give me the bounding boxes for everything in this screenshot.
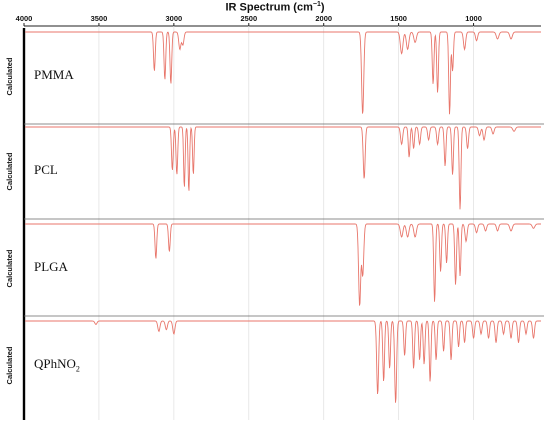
- panel-label: QPhNO2: [34, 356, 80, 374]
- x-tick-label: 1500: [390, 14, 407, 23]
- x-tick-label: 2000: [315, 14, 332, 23]
- panel-label-text: PMMA: [34, 67, 74, 82]
- panel-y-label: Calculated: [5, 346, 14, 384]
- panel-y-label: Calculated: [5, 57, 14, 95]
- spectrum-line-qphno: [25, 320, 541, 403]
- spectrum-line-pcl: [25, 126, 541, 210]
- spectrum-line-plga: [25, 223, 541, 306]
- chart-title: IR Spectrum (cm−1): [225, 1, 325, 14]
- x-tick-label: 1000: [465, 14, 482, 23]
- x-tick-label: 3500: [91, 14, 108, 23]
- panel-label-text: PLGA: [34, 259, 68, 274]
- x-tick-label: 3000: [166, 14, 183, 23]
- panel-label-subscript: 2: [75, 364, 80, 374]
- panel-y-label: Calculated: [5, 249, 14, 287]
- panel-y-label: Calculated: [5, 152, 14, 190]
- panel-label: PCL: [34, 162, 58, 178]
- panel-label: PLGA: [34, 259, 68, 275]
- spectrum-line-pmma: [25, 31, 541, 115]
- x-tick-label: 2500: [240, 14, 257, 23]
- panel-label-text: QPhNO: [34, 356, 76, 371]
- panel-label-text: PCL: [34, 162, 58, 177]
- panel-label: PMMA: [34, 67, 74, 83]
- x-tick-label: 4000: [16, 14, 33, 23]
